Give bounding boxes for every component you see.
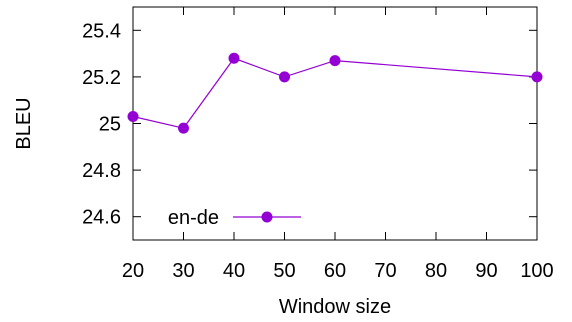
legend-swatch-marker xyxy=(261,211,273,223)
data-point-en-de-20 xyxy=(127,111,139,123)
y-tick-label-25: 25 xyxy=(99,114,121,136)
x-axis-title: Window size xyxy=(279,296,391,318)
data-point-en-de-100 xyxy=(531,71,543,83)
y-axis-title: BLEU xyxy=(13,97,35,149)
x-tick-label-20: 20 xyxy=(122,260,144,282)
series-line-en-de xyxy=(132,57,538,129)
x-tick-label-90: 90 xyxy=(475,260,497,282)
x-tick-label-30: 30 xyxy=(172,260,194,282)
data-point-en-de-40 xyxy=(228,52,240,64)
axis-ticks xyxy=(132,7,538,240)
x-tick-label-70: 70 xyxy=(374,260,396,282)
data-point-en-de-30 xyxy=(178,122,189,134)
x-tick-label-40: 40 xyxy=(223,260,245,282)
x-tick-label-60: 60 xyxy=(324,260,346,282)
x-tick-label-50: 50 xyxy=(273,260,295,282)
x-tick-label-100: 100 xyxy=(520,260,553,282)
y-tick-label-25.4: 25.4 xyxy=(82,20,121,42)
data-point-en-de-50 xyxy=(279,71,290,83)
plot-area-border xyxy=(132,6,538,241)
plot-frame xyxy=(132,6,538,241)
legend-label-en-de: en-de xyxy=(168,207,219,229)
axis-tick-labels: 20 30 40 50 60 70 80 90 100 24.6 24.8 25 25.2 25.4 xyxy=(82,20,554,282)
y-tick-label-24.8: 24.8 xyxy=(82,160,121,182)
y-tick-label-24.6: 24.6 xyxy=(82,207,121,229)
data-point-en-de-60 xyxy=(329,55,341,67)
legend: en-de xyxy=(168,207,301,229)
x-tick-label-80: 80 xyxy=(425,260,447,282)
series xyxy=(127,52,543,134)
y-tick-label-25.2: 25.2 xyxy=(82,67,121,89)
